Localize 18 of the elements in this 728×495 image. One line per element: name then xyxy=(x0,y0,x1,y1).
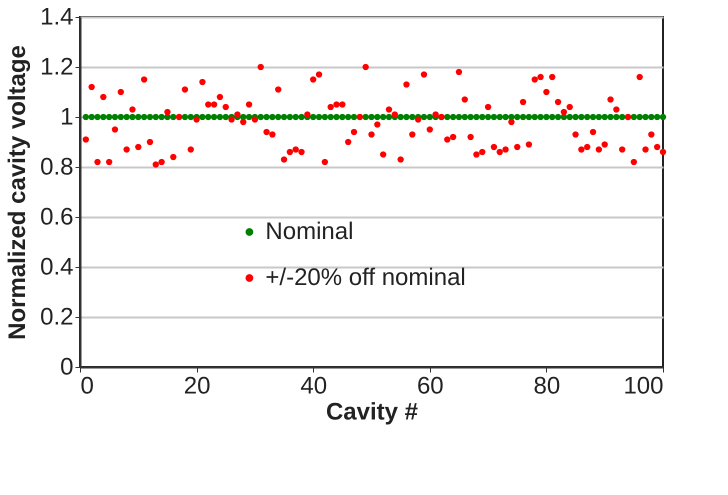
y-tick-label: 1.4 xyxy=(40,4,74,30)
y-tick-label: 0.2 xyxy=(40,304,74,330)
x-tick-label: 100 xyxy=(623,372,664,400)
y-tick-label: 1 xyxy=(60,104,74,130)
y-tick-label: 0.6 xyxy=(40,204,74,230)
x-tick-label: 20 xyxy=(184,372,210,400)
x-tick-label: 60 xyxy=(416,372,444,400)
x-axis-title: Cavity # xyxy=(326,398,418,426)
y-tick-label: 0.4 xyxy=(40,254,74,280)
legend-label: +/-20% off nominal xyxy=(265,264,466,291)
y-tick-label: 1.2 xyxy=(40,54,74,80)
y-tick-label: 0 xyxy=(60,354,74,380)
x-tick-label: 0 xyxy=(80,372,94,400)
y-tick-label: 0.8 xyxy=(40,154,74,180)
x-tick-label: 40 xyxy=(300,372,328,400)
x-tick-label: 80 xyxy=(534,372,560,400)
y-axis-title: Normalized cavity voltage xyxy=(4,45,32,340)
legend-label: Nominal xyxy=(265,218,354,245)
